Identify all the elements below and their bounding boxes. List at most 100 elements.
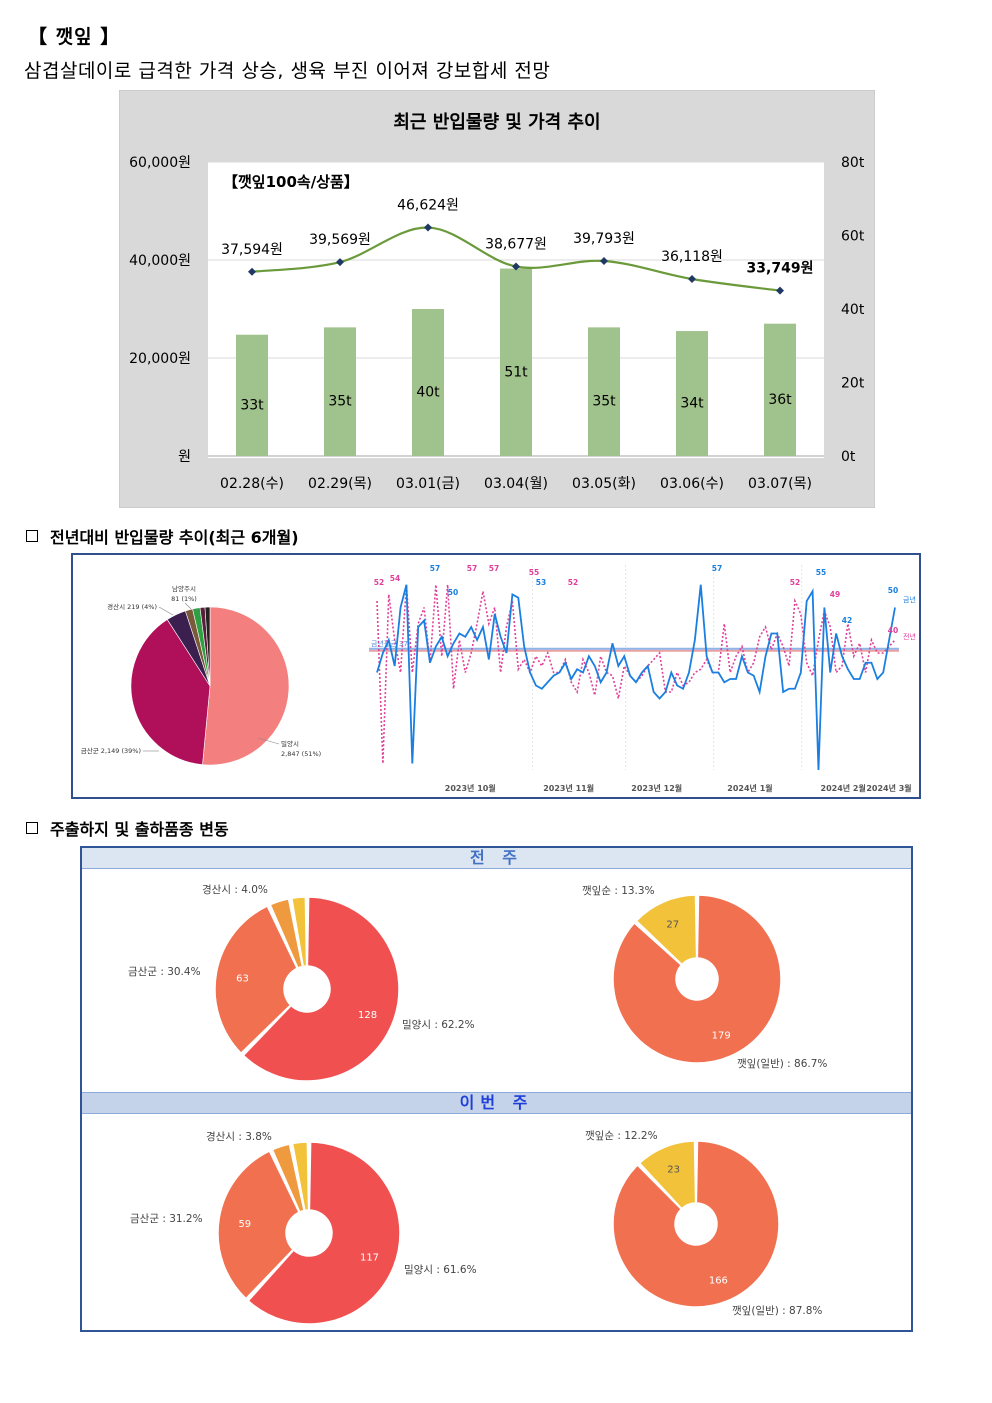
point-label: 40 [888, 626, 898, 635]
left-tick-label: 20,000원 [129, 351, 191, 367]
volume-bar [764, 323, 796, 456]
point-label: 57 [467, 564, 477, 573]
x-tick-label: 2024년 1월 [727, 783, 772, 793]
series-line [376, 584, 896, 764]
price-marker [512, 262, 520, 271]
region-share-pie [130, 606, 290, 766]
point-label: 57 [430, 564, 440, 573]
right-tick-label: 60t [841, 229, 865, 245]
price-marker [424, 223, 432, 232]
donut-slice [247, 1141, 401, 1325]
x-tick-label: 2023년 12월 [631, 783, 682, 793]
donut-slice [635, 894, 698, 966]
volume-bar [412, 309, 444, 456]
donut-value-label: 63 [236, 974, 249, 985]
point-label: 53 [536, 578, 546, 587]
point-label: 50 [448, 588, 458, 597]
point-label: 42 [842, 616, 852, 625]
prev-region-donut: 128 63 밀양시 : 62.2% 금산군 : 30.4% 경산시 : 4.0% [128, 883, 475, 1082]
bar-data-label: 51t [504, 364, 528, 380]
right-tick-label: 80t [841, 155, 865, 171]
this-region-donut: 117 59 밀양시 : 61.6% 금산군 : 31.2% 경산시 : 3.8% [130, 1130, 477, 1325]
legend-current: 금년 [903, 595, 916, 604]
point-label: 57 [489, 564, 499, 573]
x-axis-labels: 02.28(수) 02.29(목) 03.01(금) 03.04(월) 03.05(화)… [220, 476, 812, 492]
donut-pct-label: 깻잎(일반) : 87.8% [732, 1304, 822, 1317]
price-marker [248, 267, 256, 276]
x-tick-label: 2023년 11월 [543, 783, 594, 793]
checkbox-icon [26, 530, 38, 542]
left-tick-label: 원 [178, 449, 191, 465]
donut-pct-label: 밀양시 : 61.6% [404, 1264, 477, 1276]
donut-slice [217, 1150, 300, 1300]
bar-data-label: 36t [768, 392, 792, 408]
point-label: 55 [529, 568, 539, 577]
right-tick-label: 0t [841, 449, 856, 465]
bar-data-label: 33t [240, 397, 264, 413]
donut-slice [612, 1140, 780, 1308]
x-tick-label: 2023년 10월 [445, 783, 496, 793]
price-data-label: 39,569원 [309, 232, 371, 248]
point-label: 52 [790, 578, 800, 587]
donut-value-label: 128 [358, 1010, 377, 1021]
left-tick-label: 40,000원 [129, 253, 191, 269]
chart-annotation: 【깻잎100속/상품】 [223, 173, 359, 191]
this-variety-donut: 166 23 깻잎(일반) : 87.8% 깻잎순 : 12.2% [585, 1130, 822, 1317]
prev-week-header: 전 주 [82, 848, 911, 869]
point-label: 55 [816, 568, 826, 577]
donut-pct-label: 금산군 : 30.4% [128, 966, 201, 978]
left-axis-labels: 원 20,000원 40,000원 60,000원 [129, 155, 191, 465]
right-axis-labels: 0t 20t 40t 60t 80t [841, 155, 865, 465]
point-label: 57 [712, 564, 722, 573]
x-tick-label: 03.06(수) [660, 476, 724, 492]
price-data-label: 36,118원 [661, 249, 723, 265]
point-label: 52 [568, 578, 578, 587]
donut-pct-label: 깻잎순 : 12.2% [585, 1130, 658, 1142]
donut-pct-label: 깻잎순 : 13.3% [582, 885, 655, 897]
x-tick-label: 02.29(목) [308, 476, 372, 492]
left-tick-label: 60,000원 [129, 155, 191, 171]
right-tick-label: 40t [841, 302, 865, 318]
donut-pct-label: 깻잎(일반) : 86.7% [737, 1057, 827, 1070]
pie-label: 금산군 2,149 (39%) [81, 746, 141, 755]
volume-bar [324, 327, 356, 456]
region-share-labels: 밀양시 2,847 (51%) 금산군 2,149 (39%) 경산시 219 (4%… [81, 584, 321, 758]
point-label: 54 [390, 574, 400, 583]
x-tick-label: 2024년 3월 [866, 783, 911, 793]
price-data-label: 37,594원 [221, 242, 283, 258]
price-marker [776, 286, 784, 295]
point-label: 52 [374, 578, 384, 587]
section-shipment-heading: 주출하지 및 출하품종 변동 [26, 816, 229, 840]
price-data-label: 33,749원 [747, 261, 814, 277]
this-week-header: 이번 주 [82, 1092, 911, 1114]
price-marker [688, 275, 696, 284]
trend-panel: 밀양시 2,847 (51%) 금산군 2,149 (39%) 경산시 219 (4%… [71, 553, 921, 799]
x-tick-label: 03.01(금) [396, 476, 460, 492]
shipment-donuts: 128 63 밀양시 : 62.2% 금산군 : 30.4% 경산시 : 4.0% 17… [128, 883, 827, 1325]
price-marker [600, 257, 608, 266]
section-trend-heading: 전년대비 반입물량 추이(최근 6개월) [26, 524, 299, 548]
point-label: 49 [830, 590, 840, 599]
donut-slice [290, 896, 308, 968]
pie-label: 남양주시 [172, 584, 196, 593]
donut-value-label: 166 [709, 1276, 728, 1287]
x-tick-label: 03.07(목) [748, 476, 812, 492]
donut-value-label: 59 [238, 1219, 251, 1230]
x-tick-label: 03.05(화) [572, 476, 636, 492]
x-tick-label: 2024년 2월 [821, 783, 866, 793]
series-line [376, 584, 896, 771]
page-title: 【 깻잎 】 [28, 26, 121, 48]
checkbox-icon [26, 822, 38, 834]
volume-bar [676, 331, 708, 456]
pie-label: 2,847 (51%) [281, 750, 321, 758]
volume-bar [588, 327, 620, 456]
chart-title: 최근 반입물량 및 가격 추이 [393, 111, 600, 133]
legend-previous: 전년 [903, 632, 916, 641]
price-line: 37,594원 39,569원 46,624원 38,677원 39,793원 36,11… [221, 198, 813, 295]
donut-slice [214, 905, 299, 1055]
volume-bars: 33t 35t 40t 51t 35t 34t 36t [236, 268, 796, 456]
pie-label: 경산시 219 (4%) [107, 602, 157, 611]
donut-pct-label: 경산시 : 3.8% [206, 1130, 272, 1143]
page-subtitle: 삼겹살데이로 급격한 가격 상승, 생육 부진 이어져 강보합세 전망 [24, 60, 551, 82]
bar-data-label: 40t [416, 385, 440, 401]
